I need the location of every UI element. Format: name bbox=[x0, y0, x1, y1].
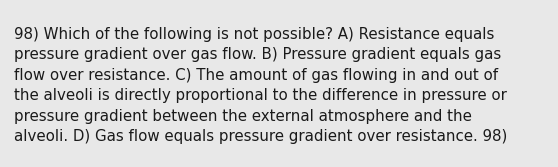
Text: 98) Which of the following is not possible? A) Resistance equals
pressure gradie: 98) Which of the following is not possib… bbox=[14, 27, 507, 144]
